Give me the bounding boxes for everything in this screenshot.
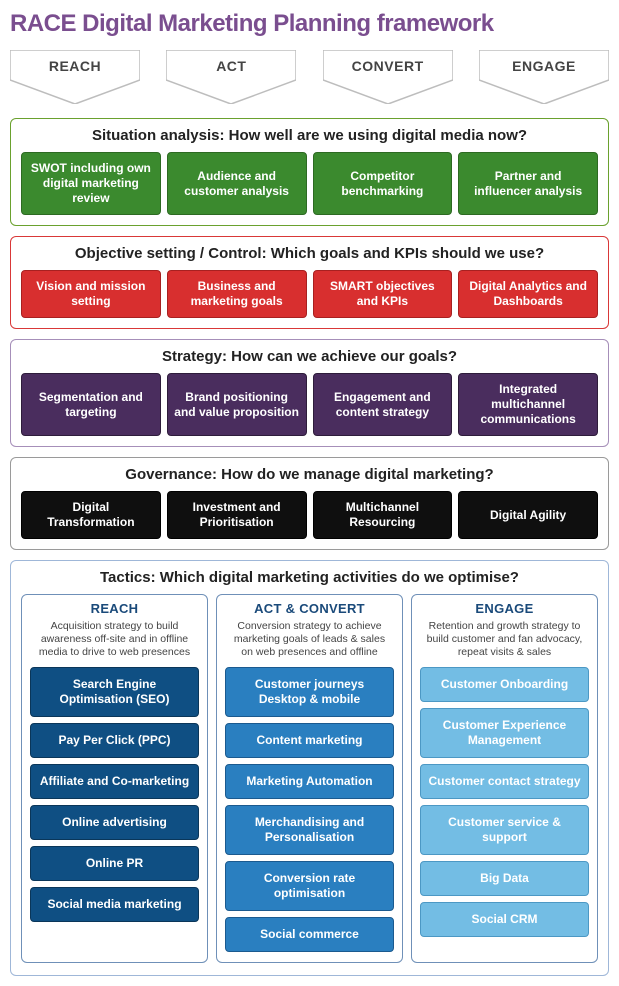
section-boxes: Vision and mission settingBusiness and m…	[21, 270, 598, 318]
tactic-item: Pay Per Click (PPC)	[30, 723, 199, 758]
chevron-label: ENGAGE	[479, 58, 609, 74]
column-subtitle: Acquisition strategy to build awareness …	[30, 620, 199, 659]
chevron-convert: CONVERT	[323, 50, 453, 104]
sections-container: Situation analysis: How well are we usin…	[10, 118, 609, 550]
tactic-item: Marketing Automation	[225, 764, 394, 799]
tactic-item: Conversion rate optimisation	[225, 861, 394, 911]
section-box: Digital Agility	[458, 491, 598, 539]
tactics-column-reach: REACH Acquisition strategy to build aware…	[21, 594, 208, 963]
section-box: Segmentation and targeting	[21, 373, 161, 436]
section-box: Integrated multichannel communications	[458, 373, 598, 436]
section-box: Engagement and content strategy	[313, 373, 453, 436]
column-head: ACT & CONVERT	[225, 601, 394, 616]
chevron-act: ACT	[166, 50, 296, 104]
section-box: Digital Transformation	[21, 491, 161, 539]
section-title: Governance: How do we manage digital mar…	[21, 466, 598, 483]
section-2: Strategy: How can we achieve our goals? S…	[10, 339, 609, 447]
section-boxes: Digital TransformationInvestment and Pri…	[21, 491, 598, 539]
section-box: SWOT including own digital marketing rev…	[21, 152, 161, 215]
tactic-item: Customer service & support	[420, 805, 589, 855]
tactic-item: Search Engine Optimisation (SEO)	[30, 667, 199, 717]
tactic-item: Social media marketing	[30, 887, 199, 922]
section-title: Situation analysis: How well are we usin…	[21, 127, 598, 144]
tactic-item: Online PR	[30, 846, 199, 881]
chevron-reach: REACH	[10, 50, 140, 104]
tactic-item: Merchandising and Personalisation	[225, 805, 394, 855]
column-head: REACH	[30, 601, 199, 616]
section-title: Objective setting / Control: Which goals…	[21, 245, 598, 262]
section-0: Situation analysis: How well are we usin…	[10, 118, 609, 226]
tactic-item: Online advertising	[30, 805, 199, 840]
section-box: Vision and mission setting	[21, 270, 161, 318]
section-3: Governance: How do we manage digital mar…	[10, 457, 609, 550]
column-subtitle: Conversion strategy to achieve marketing…	[225, 620, 394, 659]
tactics-title: Tactics: Which digital marketing activit…	[21, 569, 598, 586]
section-box: Digital Analytics and Dashboards	[458, 270, 598, 318]
tactics-columns: REACH Acquisition strategy to build aware…	[21, 594, 598, 963]
tactic-item: Content marketing	[225, 723, 394, 758]
tactic-item: Customer Onboarding	[420, 667, 589, 702]
section-box: Investment and Prioritisation	[167, 491, 307, 539]
tactic-item: Big Data	[420, 861, 589, 896]
chevron-label: CONVERT	[323, 58, 453, 74]
section-box: SMART objectives and KPIs	[313, 270, 453, 318]
chevron-label: ACT	[166, 58, 296, 74]
tactics-column-engage: ENGAGE Retention and growth strategy to b…	[411, 594, 598, 963]
section-title: Strategy: How can we achieve our goals?	[21, 348, 598, 365]
tactic-item: Social CRM	[420, 902, 589, 937]
tactic-item: Affiliate and Co-marketing	[30, 764, 199, 799]
section-boxes: SWOT including own digital marketing rev…	[21, 152, 598, 215]
section-1: Objective setting / Control: Which goals…	[10, 236, 609, 329]
section-box: Partner and influencer analysis	[458, 152, 598, 215]
chevron-row: REACH ACT CONVERT ENGAGE	[10, 50, 609, 104]
section-boxes: Segmentation and targetingBrand position…	[21, 373, 598, 436]
tactic-item: Customer Experience Management	[420, 708, 589, 758]
section-box: Competitor benchmarking	[313, 152, 453, 215]
tactics-section: Tactics: Which digital marketing activit…	[10, 560, 609, 976]
section-box: Business and marketing goals	[167, 270, 307, 318]
column-subtitle: Retention and growth strategy to build c…	[420, 620, 589, 659]
column-head: ENGAGE	[420, 601, 589, 616]
chevron-label: REACH	[10, 58, 140, 74]
tactic-item: Customer journeys Desktop & mobile	[225, 667, 394, 717]
section-box: Audience and customer analysis	[167, 152, 307, 215]
chevron-engage: ENGAGE	[479, 50, 609, 104]
section-box: Brand positioning and value proposition	[167, 373, 307, 436]
page-title: RACE Digital Marketing Planning framewor…	[10, 10, 609, 38]
tactics-column-act-convert: ACT & CONVERT Conversion strategy to achi…	[216, 594, 403, 963]
tactic-item: Social commerce	[225, 917, 394, 952]
tactic-item: Customer contact strategy	[420, 764, 589, 799]
section-box: Multichannel Resourcing	[313, 491, 453, 539]
